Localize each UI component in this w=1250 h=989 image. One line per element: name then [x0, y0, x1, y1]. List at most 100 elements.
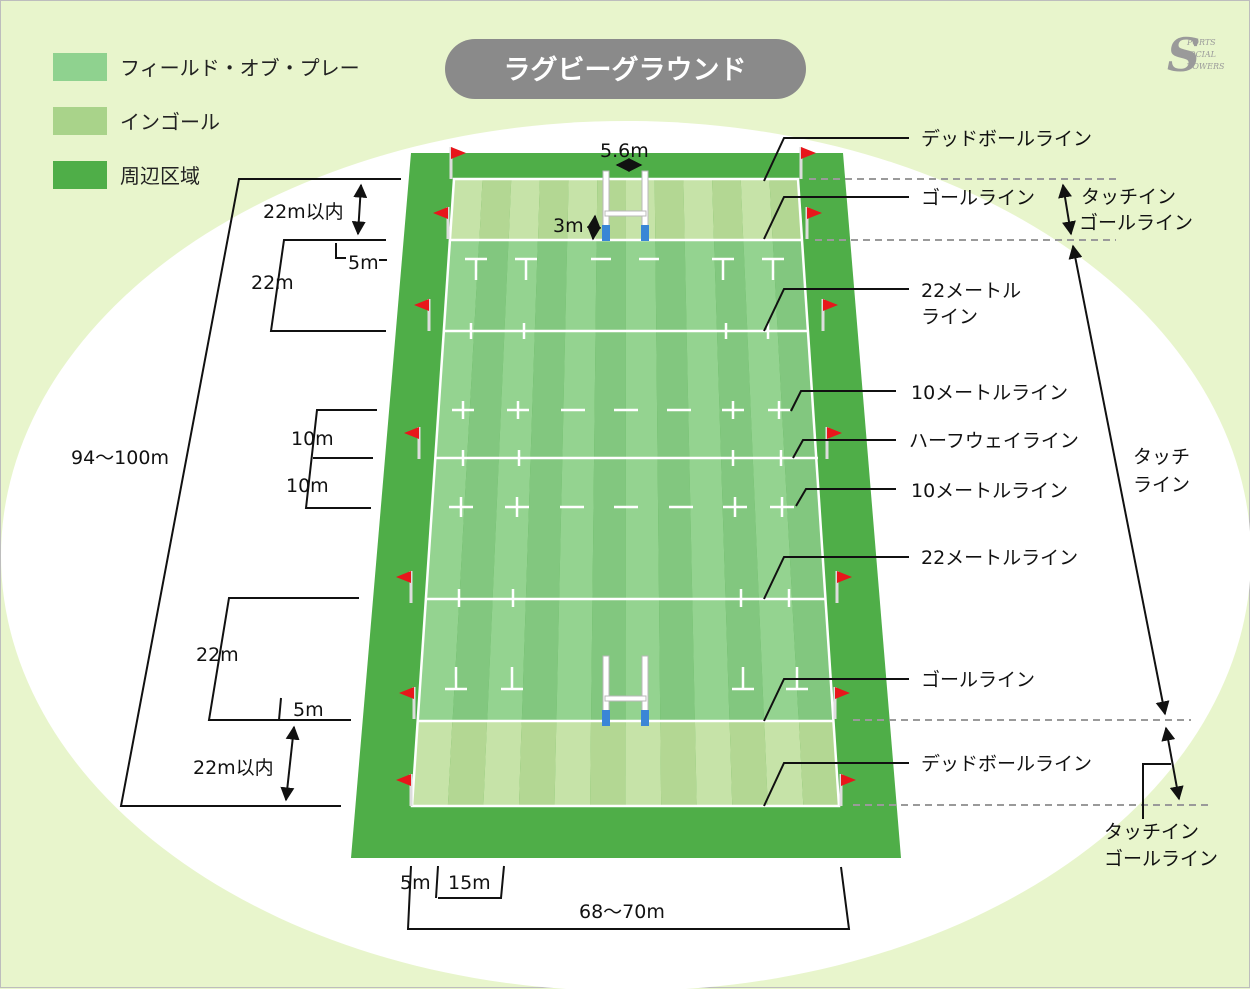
left-dimension-lines	[119, 158, 851, 930]
corner-flag	[396, 571, 411, 583]
corner-flag	[399, 687, 414, 699]
corner-flag	[835, 687, 850, 699]
label-touch-ingoal-top-1: タッチイン	[1081, 186, 1176, 208]
corner-flag	[404, 427, 419, 439]
field-marks	[445, 257, 808, 691]
corner-flag	[837, 571, 852, 583]
turf-stripe	[655, 240, 695, 721]
dim-five-width: 5m	[400, 872, 431, 894]
turf-stripe	[518, 721, 557, 806]
turf-stripe	[654, 179, 685, 240]
dim-length: 94〜100m	[71, 447, 169, 469]
label-touch-2: ライン	[1133, 474, 1190, 496]
label-22m-top-1: 22メートル	[921, 280, 1021, 302]
corner-flag	[433, 207, 448, 219]
turf-stripe	[743, 240, 799, 721]
turf-stripe	[556, 240, 597, 721]
turf-stripe	[521, 240, 568, 721]
turf-stripe	[590, 721, 626, 806]
label-touch-ingoal-bottom-1: タッチイン	[1104, 821, 1199, 843]
turf-stripe	[591, 240, 626, 721]
field-of-play	[418, 240, 833, 721]
dim-fifteen-width: 15m	[448, 872, 491, 894]
logo-s-icon: S	[1167, 28, 1200, 82]
turf-stripe	[683, 179, 714, 240]
legend-swatch-field-of-play	[53, 53, 107, 81]
corner-flag	[827, 427, 842, 439]
right-leader-lines	[763, 137, 909, 807]
label-22m-top-2: ライン	[921, 306, 978, 328]
turf-stripe	[418, 240, 480, 721]
turf-stripe	[447, 721, 488, 806]
turf-stripe	[479, 179, 512, 240]
corner-flag	[807, 207, 822, 219]
corner-flags	[396, 147, 856, 806]
turf-stripe	[712, 179, 744, 240]
page-title: ラグビーグラウンド	[504, 54, 747, 86]
turf-stripe	[554, 721, 592, 806]
dim-posts-width: 5.6m	[600, 140, 649, 162]
turf-stripe	[625, 240, 661, 721]
legend-label-in-goal: インゴール	[120, 110, 220, 134]
turf-stripe	[772, 240, 833, 721]
in-goal-bottom	[412, 721, 839, 806]
label-goal-bottom: ゴールライン	[921, 669, 1035, 691]
turf-stripe	[660, 721, 697, 806]
turf-stripe	[740, 179, 773, 240]
turf-stripe	[713, 240, 765, 721]
dim-22m-top: 22m	[251, 272, 294, 294]
turf-stripe	[625, 721, 662, 806]
turf-stripe	[729, 721, 768, 806]
legend-swatch-in-goal	[53, 107, 107, 135]
dim-22m-bottom: 22m	[196, 644, 239, 666]
right-labels: デッドボールライン ゴールライン タッチイン ゴールライン 22メートル ライン…	[909, 128, 1218, 870]
dim-crossbar: 3m	[553, 215, 584, 237]
dim-ingoal-bottom: 22m以内	[193, 757, 274, 779]
label-touch-ingoal-bottom-2: ゴールライン	[1104, 848, 1218, 870]
corner-flag	[841, 774, 856, 786]
brand-logo: S PORTS OCIAL TOWERS	[1167, 28, 1225, 82]
dim-five-top: 5m	[348, 252, 379, 274]
turf-stripe	[596, 179, 626, 240]
corner-flag	[451, 147, 466, 159]
right-dimension-arrows	[1058, 183, 1184, 819]
label-22m-bottom: 22メートルライン	[921, 547, 1078, 569]
logo-line-2: OCIAL	[1189, 50, 1216, 59]
label-dead-ball-top: デッドボールライン	[921, 128, 1092, 150]
label-dead-ball-bottom: デッドボールライン	[921, 753, 1092, 775]
turf-stripe	[412, 721, 453, 806]
turf-stripe	[452, 240, 509, 721]
goal-posts-top	[602, 170, 649, 241]
label-10m-bottom: 10メートルライン	[911, 480, 1068, 502]
turf-stripe	[487, 240, 538, 721]
legend-label-field-of-play: フィールド・オブ・プレー	[120, 56, 360, 80]
logo-line-3: TOWERS	[1187, 62, 1225, 71]
dim-ingoal-top: 22m以内	[263, 201, 344, 223]
label-touch-ingoal-top-2: ゴールライン	[1079, 212, 1193, 234]
dim-width: 68〜70m	[579, 901, 665, 923]
turf-stripe	[694, 721, 733, 806]
turf-stripe	[769, 179, 802, 240]
corner-flag	[414, 299, 429, 311]
label-goal-top: ゴールライン	[921, 187, 1035, 209]
logo-line-1: PORTS	[1186, 38, 1216, 47]
label-10m-top: 10メートルライン	[911, 382, 1068, 404]
title-pill	[445, 39, 806, 99]
legend-label-surround: 周辺区域	[120, 164, 200, 188]
field-lines	[410, 177, 841, 808]
dimension-labels: 5.6m 3m 22m以内 5m 22m 10m 10m 94〜100m 22m…	[71, 140, 665, 923]
turf-stripe	[625, 179, 656, 240]
legend-swatch-surround	[53, 161, 107, 189]
label-halfway: ハーフウェイライン	[909, 430, 1079, 452]
label-touch-1: タッチ	[1133, 446, 1190, 468]
goal-posts-bottom	[602, 655, 649, 726]
boundary-line	[410, 177, 841, 808]
turf-stripe	[508, 179, 540, 240]
dim-ten-b: 10m	[286, 475, 329, 497]
corner-flag	[823, 299, 838, 311]
legend: フィールド・オブ・プレー インゴール 周辺区域	[53, 53, 360, 189]
in-goal-top	[450, 179, 802, 240]
turf-stripe	[450, 179, 483, 240]
